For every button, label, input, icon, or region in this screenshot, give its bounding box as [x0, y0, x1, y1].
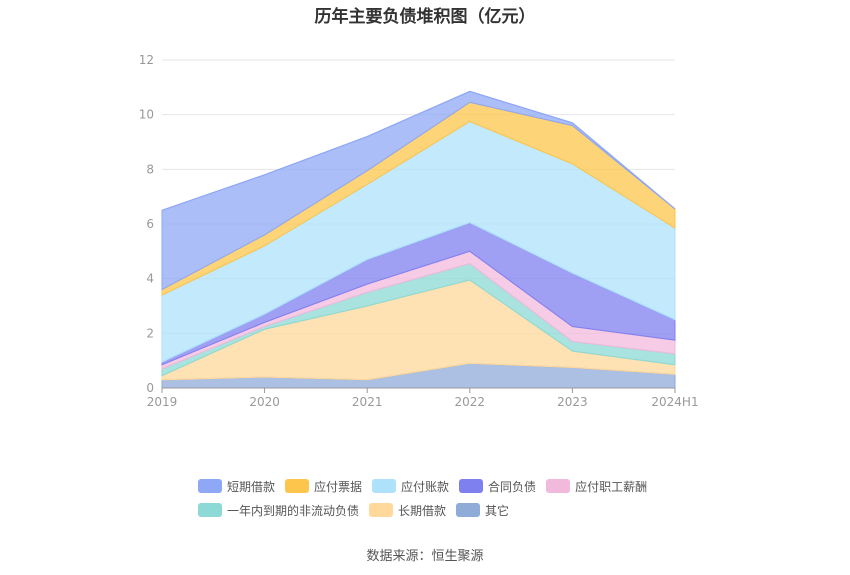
y-tick-label: 6 [146, 217, 154, 231]
legend-item[interactable]: 应付票据 [285, 478, 362, 495]
legend-label: 合同负债 [488, 479, 537, 494]
legend-item[interactable]: 长期借款 [369, 502, 446, 519]
legend-item[interactable]: 短期借款 [198, 478, 275, 495]
x-tick-label: 2024H1 [651, 395, 698, 409]
x-tick-label: 2022 [455, 395, 486, 409]
chart-legend: 短期借款 应付票据 应付账款 合同负债 应付职工薪酬一年内到期的非流动负债 长期借款 其它 [198, 474, 698, 522]
x-tick-label: 2019 [147, 395, 178, 409]
data-source-note: 数据来源：恒生聚源 [366, 549, 484, 564]
y-tick-label: 10 [139, 108, 154, 122]
legend-swatch [285, 479, 310, 493]
y-tick-label: 4 [146, 272, 154, 286]
legend-label: 其它 [485, 503, 510, 518]
legend-label: 应付票据 [314, 479, 363, 494]
legend-swatch [456, 503, 481, 517]
legend-swatch [198, 479, 222, 493]
legend-item[interactable]: 一年内到期的非流动负债 [198, 502, 359, 519]
x-tick-label: 2021 [352, 395, 383, 409]
y-tick-label: 12 [139, 53, 154, 67]
x-tick-label: 2020 [249, 395, 280, 409]
y-tick-label: 2 [146, 326, 154, 340]
legend-swatch [198, 503, 222, 517]
legend-item[interactable]: 应付账款 [372, 478, 449, 495]
x-tick-label: 2023 [557, 395, 588, 409]
legend-swatch [372, 479, 397, 493]
legend-row: 短期借款 应付票据 应付账款 合同负债 应付职工薪酬 [198, 474, 698, 498]
legend-swatch [546, 479, 571, 493]
legend-item[interactable]: 其它 [456, 502, 509, 519]
legend-row: 一年内到期的非流动负债 长期借款 其它 [198, 498, 698, 522]
legend-item[interactable]: 合同负债 [459, 478, 536, 495]
legend-label: 短期借款 [227, 479, 276, 494]
legend-label: 长期借款 [398, 503, 447, 518]
legend-swatch [369, 503, 394, 517]
legend-item[interactable]: 应付职工薪酬 [546, 478, 647, 495]
legend-label: 应付账款 [401, 479, 450, 494]
legend-label: 应付职工薪酬 [575, 479, 648, 494]
series-line-短期借款 [161, 90, 676, 211]
stacked-area-chart: 0 2 4 6 8 10 12 2019 2020 2021 2022 2023 2024H1 [139, 53, 699, 409]
y-tick-label: 0 [146, 381, 154, 395]
y-tick-label: 8 [146, 162, 154, 176]
chart-title: 历年主要负债堆积图（亿元） [314, 7, 536, 27]
legend-label: 一年内到期的非流动负债 [227, 503, 360, 518]
legend-swatch [459, 479, 484, 493]
